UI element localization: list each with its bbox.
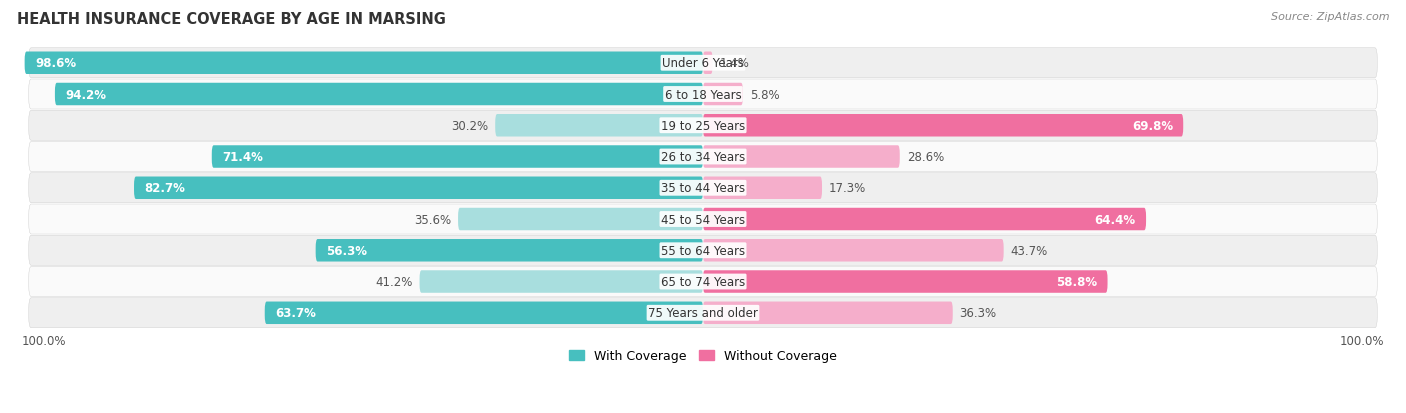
Text: 58.8%: 58.8% [1056, 275, 1097, 288]
Text: 45 to 54 Years: 45 to 54 Years [661, 213, 745, 226]
FancyBboxPatch shape [703, 240, 1004, 262]
Text: 17.3%: 17.3% [830, 182, 866, 195]
FancyBboxPatch shape [703, 271, 1108, 293]
FancyBboxPatch shape [55, 83, 703, 106]
Text: 63.7%: 63.7% [276, 306, 316, 320]
FancyBboxPatch shape [458, 208, 703, 231]
FancyBboxPatch shape [28, 236, 1378, 266]
FancyBboxPatch shape [703, 177, 823, 199]
Text: 19 to 25 Years: 19 to 25 Years [661, 119, 745, 133]
Text: 41.2%: 41.2% [375, 275, 413, 288]
Text: 71.4%: 71.4% [222, 151, 263, 164]
FancyBboxPatch shape [28, 173, 1378, 203]
FancyBboxPatch shape [28, 142, 1378, 172]
FancyBboxPatch shape [28, 267, 1378, 297]
Text: 35 to 44 Years: 35 to 44 Years [661, 182, 745, 195]
FancyBboxPatch shape [703, 115, 1184, 137]
Text: 64.4%: 64.4% [1095, 213, 1136, 226]
Text: 43.7%: 43.7% [1011, 244, 1047, 257]
FancyBboxPatch shape [316, 240, 703, 262]
Text: 65 to 74 Years: 65 to 74 Years [661, 275, 745, 288]
Text: 55 to 64 Years: 55 to 64 Years [661, 244, 745, 257]
FancyBboxPatch shape [264, 302, 703, 324]
FancyBboxPatch shape [28, 80, 1378, 110]
FancyBboxPatch shape [28, 49, 1378, 78]
Text: 35.6%: 35.6% [415, 213, 451, 226]
Text: 36.3%: 36.3% [960, 306, 997, 320]
Text: HEALTH INSURANCE COVERAGE BY AGE IN MARSING: HEALTH INSURANCE COVERAGE BY AGE IN MARS… [17, 12, 446, 27]
FancyBboxPatch shape [419, 271, 703, 293]
FancyBboxPatch shape [703, 146, 900, 169]
Text: 30.2%: 30.2% [451, 119, 488, 133]
Text: 6 to 18 Years: 6 to 18 Years [665, 88, 741, 101]
FancyBboxPatch shape [134, 177, 703, 199]
Text: 100.0%: 100.0% [1340, 334, 1384, 347]
Text: 94.2%: 94.2% [65, 88, 107, 101]
Text: 82.7%: 82.7% [145, 182, 186, 195]
Text: 5.8%: 5.8% [749, 88, 779, 101]
FancyBboxPatch shape [703, 52, 713, 75]
FancyBboxPatch shape [212, 146, 703, 169]
Text: 28.6%: 28.6% [907, 151, 943, 164]
Text: 69.8%: 69.8% [1132, 119, 1173, 133]
Text: Under 6 Years: Under 6 Years [662, 57, 744, 70]
FancyBboxPatch shape [28, 298, 1378, 328]
Text: 26 to 34 Years: 26 to 34 Years [661, 151, 745, 164]
Text: 75 Years and older: 75 Years and older [648, 306, 758, 320]
FancyBboxPatch shape [25, 52, 703, 75]
Text: 56.3%: 56.3% [326, 244, 367, 257]
Legend: With Coverage, Without Coverage: With Coverage, Without Coverage [564, 344, 842, 367]
FancyBboxPatch shape [28, 204, 1378, 235]
Text: 98.6%: 98.6% [35, 57, 76, 70]
Text: 1.4%: 1.4% [720, 57, 749, 70]
FancyBboxPatch shape [495, 115, 703, 137]
FancyBboxPatch shape [703, 208, 1146, 231]
Text: Source: ZipAtlas.com: Source: ZipAtlas.com [1271, 12, 1389, 22]
FancyBboxPatch shape [703, 83, 742, 106]
FancyBboxPatch shape [28, 111, 1378, 141]
Text: 100.0%: 100.0% [22, 334, 66, 347]
FancyBboxPatch shape [703, 302, 953, 324]
